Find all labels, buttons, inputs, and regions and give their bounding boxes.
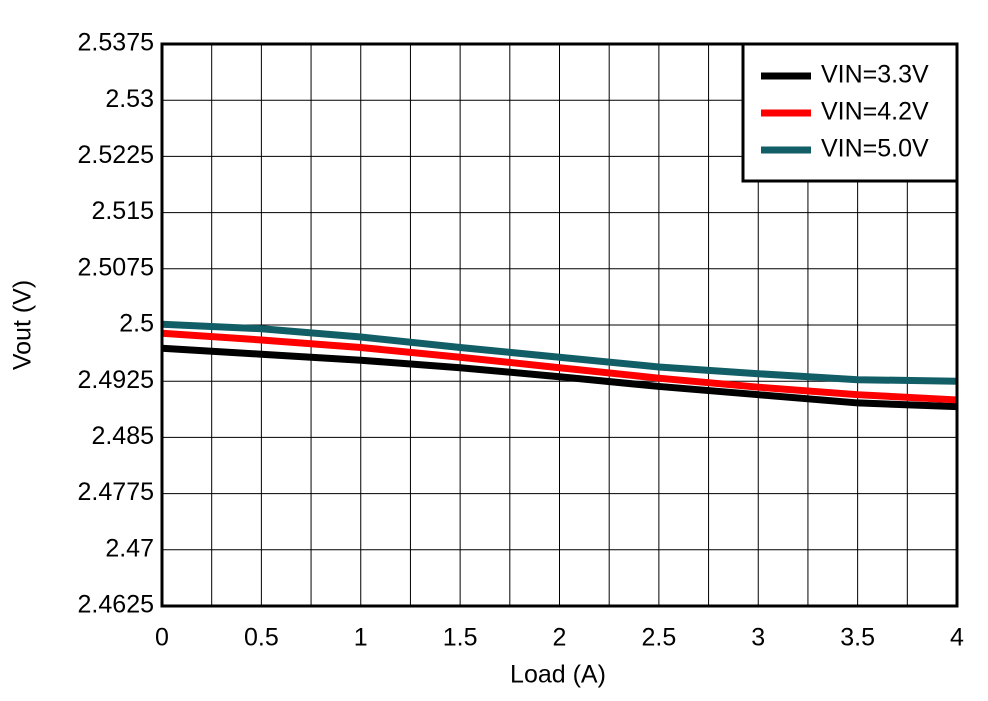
y-tick-label: 2.515 <box>91 197 154 225</box>
x-tick-label: 2 <box>553 624 567 652</box>
y-tick-label: 2.485 <box>91 422 154 450</box>
y-tick-label: 2.53 <box>105 85 154 113</box>
x-tick-label: 1.5 <box>443 624 478 652</box>
y-tick-label: 2.5225 <box>78 141 154 169</box>
legend-box <box>741 42 959 183</box>
x-tick-label: 3.5 <box>840 624 875 652</box>
y-tick-label: 2.5375 <box>78 29 154 57</box>
x-tick-label: 2.5 <box>641 624 676 652</box>
y-tick-label: 2.5 <box>119 310 154 338</box>
x-tick-label: 0.5 <box>244 624 279 652</box>
x-tick-label: 0 <box>155 624 169 652</box>
plot-border <box>160 42 959 608</box>
series-line <box>161 344 958 411</box>
y-axis-label: Vout (V) <box>9 280 37 370</box>
x-axis-label: Load (A) <box>510 661 606 689</box>
legend-label: VIN=4.2V <box>821 98 929 126</box>
y-tick-label: 2.5075 <box>78 253 154 281</box>
y-tick-label: 2.47 <box>105 534 154 562</box>
y-tick-label: 2.4625 <box>78 591 154 619</box>
y-tick-label: 2.4925 <box>78 366 154 394</box>
series-line <box>161 320 958 385</box>
x-tick-label: 4 <box>950 624 964 652</box>
series-line <box>161 329 958 404</box>
legend-label: VIN=3.3V <box>821 61 929 89</box>
x-tick-label: 1 <box>354 624 368 652</box>
legend-label: VIN=5.0V <box>821 135 929 163</box>
y-tick-label: 2.4775 <box>78 478 154 506</box>
x-tick-label: 3 <box>751 624 765 652</box>
